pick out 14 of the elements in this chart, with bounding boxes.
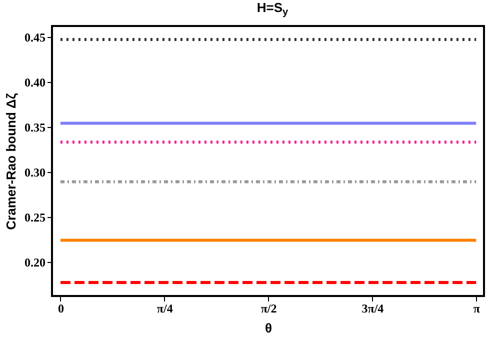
y-tick-label: 0.20 xyxy=(24,255,46,270)
x-tick-label: 3π/4 xyxy=(362,302,384,316)
y-tick-label: 0.25 xyxy=(24,210,46,224)
y-tick-label: 0.45 xyxy=(24,30,46,44)
x-axis-title: θ xyxy=(264,320,272,336)
x-tick-label: π/2 xyxy=(260,302,277,316)
x-tick-label: 0 xyxy=(58,302,64,316)
y-tick-label: 0.30 xyxy=(24,165,46,180)
y-tick-label: 0.40 xyxy=(24,75,46,90)
x-tick-label: π xyxy=(473,302,480,316)
x-tick-label: π/4 xyxy=(156,302,173,316)
chart-title: H=S$_{y}$ xyxy=(256,0,290,20)
y-axis-title: Cramer-Rao bound Δζ xyxy=(4,93,18,230)
y-tick-label: 0.35 xyxy=(24,120,46,134)
